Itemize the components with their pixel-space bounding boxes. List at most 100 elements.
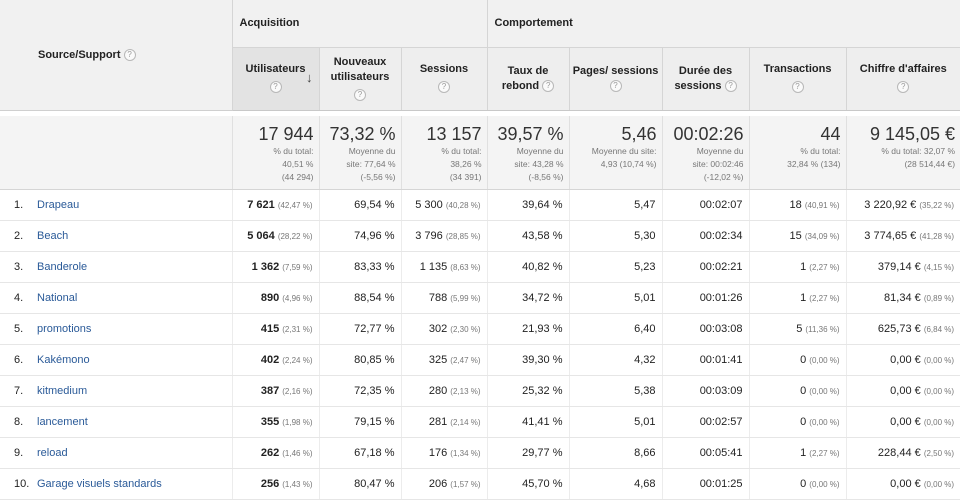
column-label: Chiffre d'affaires bbox=[859, 63, 947, 75]
bounce-rate-cell: 21,93 % bbox=[486, 313, 570, 345]
help-icon[interactable]: ? bbox=[791, 81, 804, 94]
new-users-cell: 88,54 % bbox=[318, 282, 401, 314]
source-link[interactable]: Drapeau bbox=[37, 198, 80, 211]
duration-cell: 00:02:21 bbox=[661, 251, 750, 283]
bounce-rate-cell: 34,72 % bbox=[486, 282, 570, 314]
transactions-cell: 5 (11,36 %) bbox=[748, 313, 847, 345]
table-row: 4. National 890 (4,96 %) 88,54 % 788 (5,99 %… bbox=[0, 282, 960, 314]
new-users-cell: 80,85 % bbox=[318, 344, 401, 376]
source-cell: 6. Kakémono bbox=[0, 344, 232, 376]
transactions-cell: 0 (0,00 %) bbox=[748, 468, 847, 500]
pages-per-session-cell: 5,01 bbox=[568, 406, 663, 438]
source-link[interactable]: Beach bbox=[37, 229, 69, 242]
column-header-users[interactable]: Utilisateurs ↓ ? bbox=[231, 47, 319, 111]
revenue-cell: 0,00 € (0,00 %) bbox=[845, 375, 960, 407]
totals-cell: 73,32 % Moyenne du site: 77,64 % (-5,56 … bbox=[318, 116, 401, 190]
help-icon[interactable]: ? bbox=[542, 79, 555, 92]
totals-cell: 17 944 % du total: 40,51 % (44 294) bbox=[231, 116, 319, 190]
column-header-pages-per-session[interactable]: Pages/ sessions ? bbox=[568, 47, 663, 111]
duration-cell: 00:02:57 bbox=[661, 406, 750, 438]
totals-cell: 39,57 % Moyenne du site: 43,28 % (-8,56 … bbox=[486, 116, 570, 190]
source-cell: 5. promotions bbox=[0, 313, 232, 345]
column-header-new-users[interactable]: Nouveaux utilisateurs ? bbox=[318, 47, 401, 111]
source-link[interactable]: kitmedium bbox=[37, 384, 88, 397]
duration-cell: 00:01:26 bbox=[661, 282, 750, 314]
sessions-cell: 280 (2,13 %) bbox=[400, 375, 488, 407]
users-cell: 387 (2,16 %) bbox=[231, 375, 319, 407]
duration-cell: 00:01:41 bbox=[661, 344, 750, 376]
pages-per-session-cell: 5,01 bbox=[568, 282, 663, 314]
revenue-cell: 81,34 € (0,89 %) bbox=[845, 282, 960, 314]
table-row: 1. Drapeau 7 621 (42,47 %) 69,54 % 5 300 (40… bbox=[0, 189, 960, 221]
row-index: 1. bbox=[14, 198, 24, 211]
totals-row: 17 944 % du total: 40,51 % (44 294) 73,3… bbox=[0, 116, 960, 190]
sessions-cell: 325 (2,47 %) bbox=[400, 344, 488, 376]
help-icon[interactable]: ? bbox=[123, 48, 136, 61]
source-link[interactable]: lancement bbox=[37, 415, 88, 428]
users-cell: 402 (2,24 %) bbox=[231, 344, 319, 376]
revenue-cell: 0,00 € (0,00 %) bbox=[845, 468, 960, 500]
column-header-transactions[interactable]: Transactions ? bbox=[748, 47, 847, 111]
pages-per-session-cell: 5,30 bbox=[568, 220, 663, 252]
row-index: 6. bbox=[14, 353, 24, 366]
row-index: 7. bbox=[14, 384, 24, 397]
help-icon[interactable]: ? bbox=[354, 88, 366, 101]
users-cell: 5 064 (28,22 %) bbox=[231, 220, 319, 252]
column-label: Pages/ sessions bbox=[572, 64, 659, 77]
source-column-header[interactable]: Source/Support ? bbox=[0, 0, 232, 111]
bounce-rate-cell: 25,32 % bbox=[486, 375, 570, 407]
pages-per-session-cell: 6,40 bbox=[568, 313, 663, 345]
table-row: 2. Beach 5 064 (28,22 %) 74,96 % 3 796 (28,8… bbox=[0, 220, 960, 252]
column-header-sessions[interactable]: Sessions ? bbox=[400, 47, 488, 111]
users-cell: 890 (4,96 %) bbox=[231, 282, 319, 314]
table-row: 7. kitmedium 387 (2,16 %) 72,35 % 280 (2,13 … bbox=[0, 375, 960, 407]
sessions-cell: 1 135 (8,63 %) bbox=[400, 251, 488, 283]
new-users-cell: 83,33 % bbox=[318, 251, 401, 283]
transactions-cell: 0 (0,00 %) bbox=[748, 375, 847, 407]
new-users-cell: 74,96 % bbox=[318, 220, 401, 252]
users-cell: 415 (2,31 %) bbox=[231, 313, 319, 345]
duration-cell: 00:03:09 bbox=[661, 375, 750, 407]
duration-cell: 00:01:25 bbox=[661, 468, 750, 500]
column-header-session-duration[interactable]: Durée des sessions ? bbox=[661, 47, 750, 111]
help-icon[interactable]: ? bbox=[269, 81, 282, 94]
pages-per-session-cell: 5,23 bbox=[568, 251, 663, 283]
pages-per-session-cell: 4,68 bbox=[568, 468, 663, 500]
help-icon[interactable]: ? bbox=[438, 81, 450, 94]
users-cell: 256 (1,43 %) bbox=[231, 468, 319, 500]
new-users-cell: 80,47 % bbox=[318, 468, 401, 500]
source-link[interactable]: Garage visuels standards bbox=[37, 477, 162, 490]
sessions-cell: 176 (1,34 %) bbox=[400, 437, 488, 469]
source-cell: 8. lancement bbox=[0, 406, 232, 438]
source-link[interactable]: reload bbox=[37, 446, 68, 459]
bounce-rate-cell: 45,70 % bbox=[486, 468, 570, 500]
source-link[interactable]: Banderole bbox=[37, 260, 88, 273]
users-cell: 1 362 (7,59 %) bbox=[231, 251, 319, 283]
transactions-cell: 0 (0,00 %) bbox=[748, 344, 847, 376]
table-row: 10. Garage visuels standards 256 (1,43 %) 8… bbox=[0, 468, 960, 500]
row-index: 9. bbox=[14, 446, 24, 459]
duration-cell: 00:02:34 bbox=[661, 220, 750, 252]
totals-cell: 13 157 % du total: 38,26 % (34 391) bbox=[400, 116, 488, 190]
duration-cell: 00:03:08 bbox=[661, 313, 750, 345]
source-header-label: Source/Support bbox=[38, 48, 121, 61]
users-cell: 355 (1,98 %) bbox=[231, 406, 319, 438]
row-index: 10. bbox=[14, 477, 30, 490]
sort-descending-icon[interactable]: ↓ bbox=[306, 69, 313, 85]
help-icon[interactable]: ? bbox=[897, 81, 910, 94]
revenue-cell: 3 774,65 € (41,28 %) bbox=[845, 220, 960, 252]
revenue-cell: 0,00 € (0,00 %) bbox=[845, 406, 960, 438]
table-row: 8. lancement 355 (1,98 %) 79,15 % 281 (2,14 … bbox=[0, 406, 960, 438]
revenue-cell: 379,14 € (4,15 %) bbox=[845, 251, 960, 283]
column-header-bounce-rate[interactable]: Taux de rebond ? bbox=[486, 47, 570, 111]
help-icon[interactable]: ? bbox=[724, 79, 737, 92]
help-icon[interactable]: ? bbox=[609, 79, 622, 92]
row-index: 5. bbox=[14, 322, 24, 335]
source-link[interactable]: National bbox=[37, 291, 78, 304]
source-link[interactable]: promotions bbox=[37, 322, 92, 335]
table-row: 3. Banderole 1 362 (7,59 %) 83,33 % 1 135 (8… bbox=[0, 251, 960, 283]
source-link[interactable]: Kakémono bbox=[37, 353, 90, 366]
table-row: 5. promotions 415 (2,31 %) 72,77 % 302 (2,30… bbox=[0, 313, 960, 345]
column-header-revenue[interactable]: Chiffre d'affaires ? bbox=[845, 47, 960, 111]
